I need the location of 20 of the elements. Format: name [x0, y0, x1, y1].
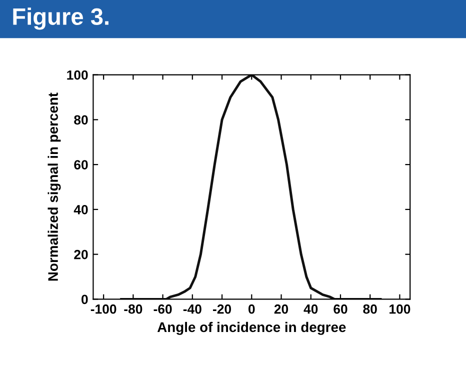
- y-tick-label: 80: [74, 115, 88, 125]
- x-tick-label: -80: [124, 304, 142, 314]
- x-tick-label: 60: [334, 304, 348, 314]
- chart-title: Figure 3.: [13, 8, 108, 30]
- x-tick-label: -40: [183, 304, 202, 314]
- x-tick-label: 0: [248, 304, 255, 314]
- y-axis-title: Normalized signal in percent: [48, 92, 61, 281]
- x-tick-label: 20: [274, 304, 288, 314]
- y-tick-label: 100: [67, 70, 88, 80]
- x-tick-label: -20: [213, 304, 232, 314]
- x-axis-title: Angle of incidence in degree: [157, 322, 346, 335]
- y-tick-label: 20: [74, 250, 88, 260]
- x-tick-label: 40: [304, 304, 318, 314]
- y-tick-label: 60: [74, 160, 88, 170]
- y-tick-label: 40: [74, 205, 88, 214]
- x-tick-label: 100: [390, 304, 410, 314]
- x-tick-label: 80: [363, 304, 377, 314]
- x-tick-label: -100: [90, 304, 116, 314]
- x-tick-label: -60: [154, 304, 172, 314]
- y-tick-label: 0: [82, 294, 88, 304]
